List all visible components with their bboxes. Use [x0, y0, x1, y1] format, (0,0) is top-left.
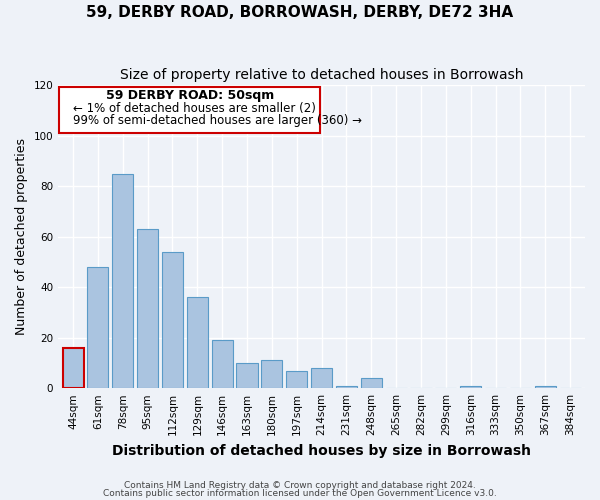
X-axis label: Distribution of detached houses by size in Borrowash: Distribution of detached houses by size …	[112, 444, 531, 458]
Bar	[162, 252, 183, 388]
Bar	[88, 267, 109, 388]
Bar	[112, 174, 133, 388]
Bar	[262, 360, 283, 388]
Text: 59, DERBY ROAD, BORROWASH, DERBY, DE72 3HA: 59, DERBY ROAD, BORROWASH, DERBY, DE72 3…	[86, 5, 514, 20]
Y-axis label: Number of detached properties: Number of detached properties	[15, 138, 28, 336]
Text: 59 DERBY ROAD: 50sqm: 59 DERBY ROAD: 50sqm	[106, 89, 274, 102]
Bar	[236, 363, 257, 388]
Bar	[311, 368, 332, 388]
Bar	[460, 386, 481, 388]
Bar	[361, 378, 382, 388]
Bar	[62, 348, 83, 388]
Bar	[535, 386, 556, 388]
Text: 99% of semi-detached houses are larger (360) →: 99% of semi-detached houses are larger (…	[73, 114, 362, 128]
Text: ← 1% of detached houses are smaller (2): ← 1% of detached houses are smaller (2)	[73, 102, 316, 115]
Bar	[336, 386, 357, 388]
FancyBboxPatch shape	[59, 86, 320, 134]
Bar	[137, 229, 158, 388]
Bar	[212, 340, 233, 388]
Bar	[286, 370, 307, 388]
Text: Contains HM Land Registry data © Crown copyright and database right 2024.: Contains HM Land Registry data © Crown c…	[124, 480, 476, 490]
Bar	[187, 298, 208, 388]
Title: Size of property relative to detached houses in Borrowash: Size of property relative to detached ho…	[120, 68, 523, 82]
Text: Contains public sector information licensed under the Open Government Licence v3: Contains public sector information licen…	[103, 489, 497, 498]
